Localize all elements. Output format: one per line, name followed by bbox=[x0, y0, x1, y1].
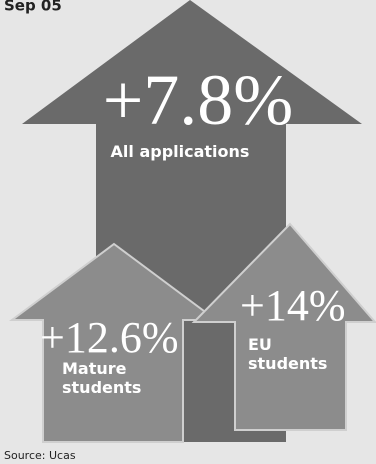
header-title: Sep 05 bbox=[4, 0, 62, 15]
item-figure: +14% bbox=[240, 281, 345, 330]
item-label: students bbox=[62, 378, 141, 397]
main-figure: +7.8% bbox=[103, 60, 294, 140]
source: Source: Ucas bbox=[4, 449, 76, 462]
item-figure: +12.6% bbox=[40, 313, 178, 362]
main-label: All applications bbox=[111, 142, 250, 161]
item-label: Mature bbox=[62, 359, 127, 378]
right-arrow bbox=[191, 222, 376, 431]
item-label: EU bbox=[248, 335, 272, 354]
item-label: students bbox=[248, 354, 327, 373]
